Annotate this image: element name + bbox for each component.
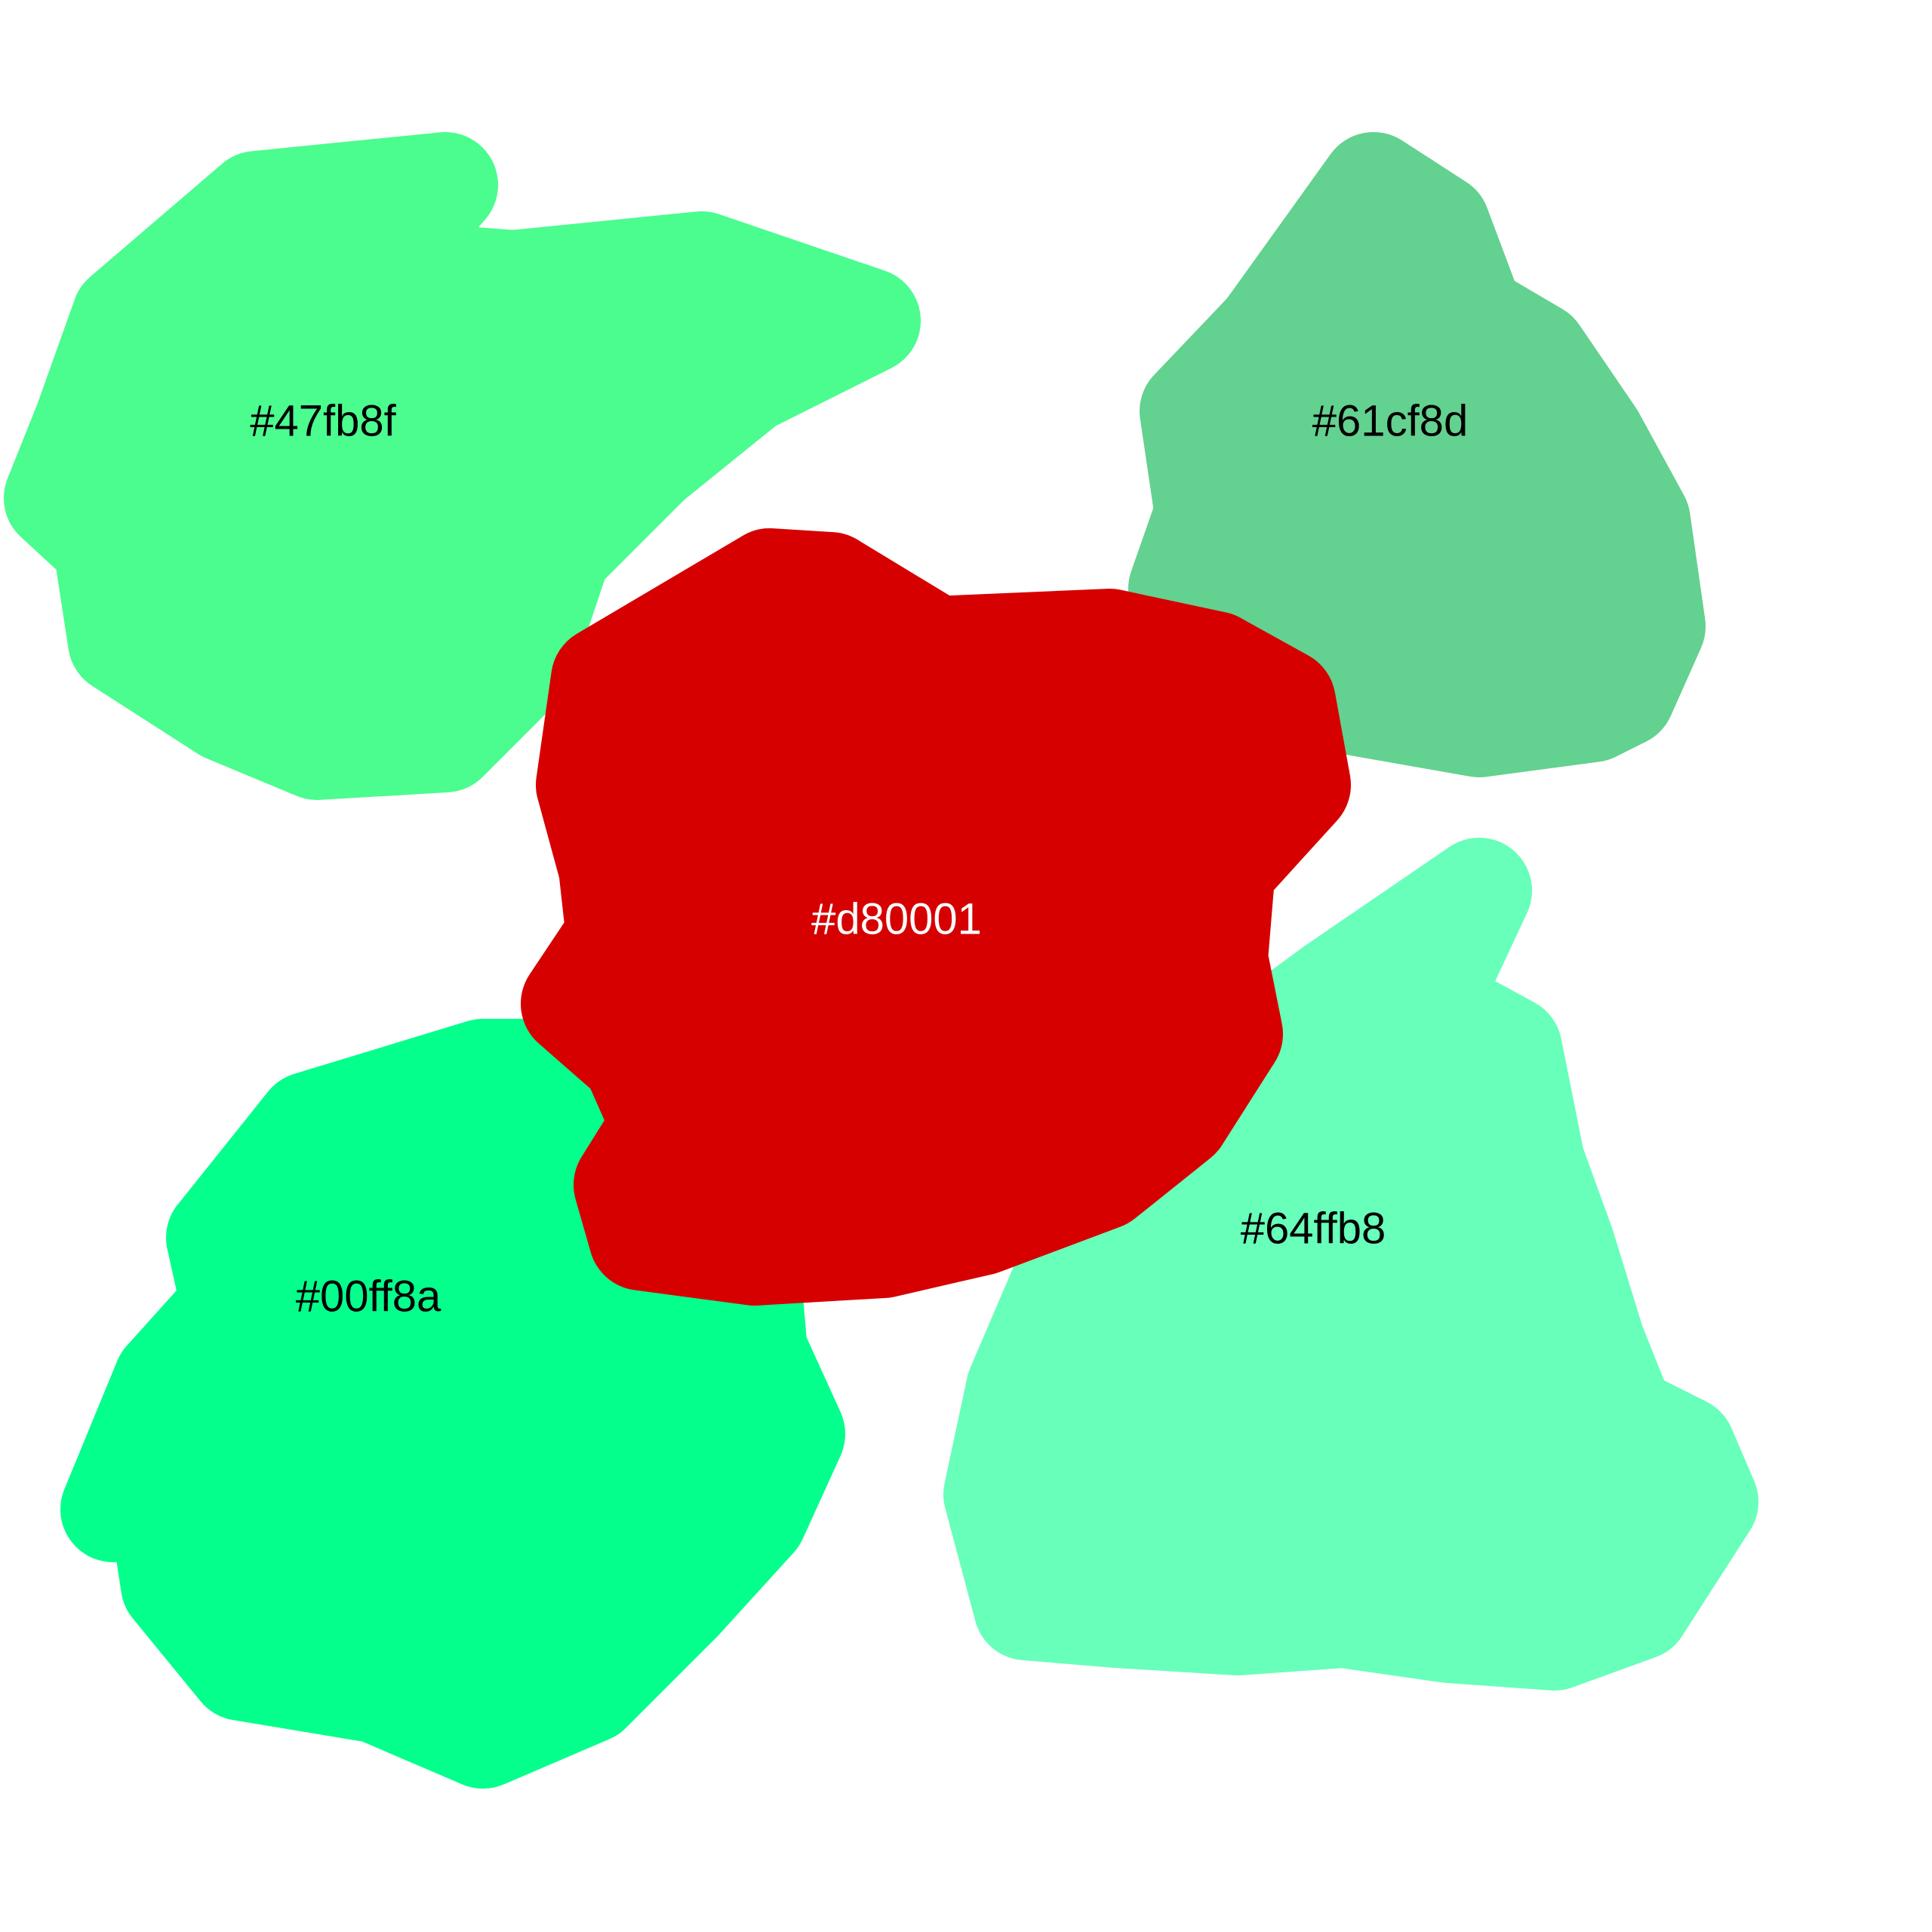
blob-top-left-label: #47fb8f bbox=[250, 396, 396, 445]
blob-top-right-fill bbox=[1181, 185, 1653, 724]
blob-center: #d80001 bbox=[521, 528, 1351, 1306]
blob-center-label: #d80001 bbox=[811, 894, 982, 943]
blob-bottom-right-label: #64ffb8 bbox=[1241, 1204, 1386, 1253]
blob-top-left-fill bbox=[57, 185, 868, 747]
blob-top-left: #47fb8f bbox=[4, 132, 921, 800]
blob-center-fill bbox=[574, 581, 1298, 1253]
blob-top-right-label: #61cf8d bbox=[1312, 396, 1468, 445]
blob-bottom-left-label: #00ff8a bbox=[296, 1272, 441, 1321]
blob-bottom-right-fill bbox=[996, 891, 1706, 1638]
blob-bottom-right: #64ffb8 bbox=[943, 838, 1758, 1690]
blob-top-right: #61cf8d bbox=[1128, 132, 1706, 777]
